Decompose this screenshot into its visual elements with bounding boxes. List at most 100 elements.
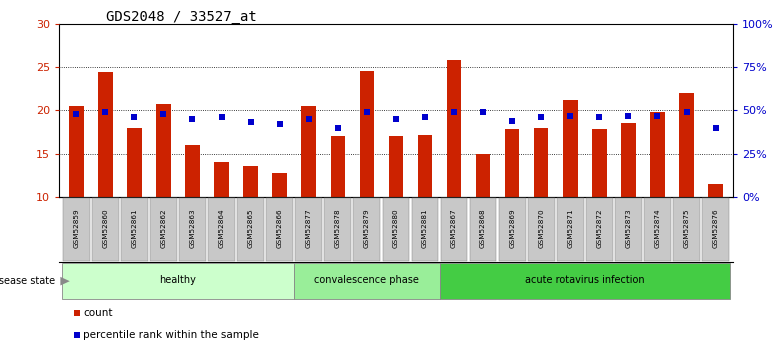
Point xyxy=(128,115,140,120)
Text: healthy: healthy xyxy=(159,275,196,285)
Bar xyxy=(534,128,549,197)
Text: GSM52872: GSM52872 xyxy=(597,208,602,248)
Bar xyxy=(331,136,345,197)
Point xyxy=(187,116,199,122)
Bar xyxy=(150,198,176,261)
Point xyxy=(289,230,301,236)
Bar xyxy=(214,162,229,197)
Bar xyxy=(592,129,607,197)
Bar xyxy=(528,198,554,261)
Bar xyxy=(440,263,730,299)
Text: GSM52874: GSM52874 xyxy=(655,208,660,248)
Text: GSM52867: GSM52867 xyxy=(451,208,457,248)
Text: GSM52869: GSM52869 xyxy=(509,208,515,248)
Point xyxy=(652,113,664,118)
Text: GSM52879: GSM52879 xyxy=(364,208,370,248)
Point xyxy=(390,116,402,122)
Point xyxy=(419,115,431,120)
Bar xyxy=(505,129,520,197)
Point xyxy=(157,111,169,117)
Bar xyxy=(563,100,578,197)
Bar xyxy=(499,198,525,261)
Bar xyxy=(121,198,147,261)
Bar xyxy=(272,172,287,197)
Point xyxy=(332,125,344,130)
Point xyxy=(448,109,460,115)
Text: GSM52878: GSM52878 xyxy=(335,208,341,248)
Bar xyxy=(302,106,316,197)
Point xyxy=(289,26,301,32)
Bar xyxy=(354,198,380,261)
Bar xyxy=(325,198,351,261)
Bar xyxy=(702,198,729,261)
Text: GSM52863: GSM52863 xyxy=(190,208,195,248)
Bar xyxy=(708,184,723,197)
Bar xyxy=(447,60,461,197)
Bar xyxy=(243,167,258,197)
Bar xyxy=(644,198,671,261)
Text: GSM52861: GSM52861 xyxy=(132,208,137,248)
Text: GSM52866: GSM52866 xyxy=(277,208,283,248)
Text: GSM52865: GSM52865 xyxy=(248,208,253,248)
Text: GSM52860: GSM52860 xyxy=(102,208,108,248)
Text: GSM52880: GSM52880 xyxy=(393,208,399,248)
Bar xyxy=(238,198,264,261)
Bar xyxy=(179,198,206,261)
Text: GSM52862: GSM52862 xyxy=(161,208,166,248)
Bar xyxy=(615,198,642,261)
Point xyxy=(535,115,547,120)
Bar xyxy=(383,198,409,261)
Point xyxy=(477,109,489,115)
Bar xyxy=(267,198,293,261)
Bar xyxy=(673,198,700,261)
Text: GSM52870: GSM52870 xyxy=(539,208,544,248)
Text: GSM52875: GSM52875 xyxy=(684,208,690,248)
Point xyxy=(710,125,722,130)
Bar xyxy=(679,93,694,197)
Text: GDS2048 / 33527_at: GDS2048 / 33527_at xyxy=(106,10,256,24)
Bar xyxy=(389,136,403,197)
Bar xyxy=(621,124,636,197)
Point xyxy=(70,111,82,117)
Bar xyxy=(586,198,613,261)
Text: GSM52876: GSM52876 xyxy=(713,208,719,248)
Bar xyxy=(156,104,171,197)
Point xyxy=(99,109,111,115)
Point xyxy=(622,113,635,118)
Point xyxy=(593,115,605,120)
Bar xyxy=(412,198,438,261)
Bar xyxy=(441,198,467,261)
Bar xyxy=(296,198,322,261)
Bar xyxy=(127,128,142,197)
Text: percentile rank within the sample: percentile rank within the sample xyxy=(83,330,260,340)
Text: GSM52871: GSM52871 xyxy=(568,208,573,248)
Point xyxy=(303,116,315,122)
Bar xyxy=(63,198,89,261)
Bar xyxy=(418,135,432,197)
Text: GSM52868: GSM52868 xyxy=(480,208,486,248)
Text: GSM52864: GSM52864 xyxy=(219,208,224,248)
Bar xyxy=(476,154,490,197)
Bar xyxy=(92,198,118,261)
Text: GSM52877: GSM52877 xyxy=(306,208,312,248)
Point xyxy=(564,113,576,118)
Bar xyxy=(470,198,496,261)
Text: acute rotavirus infection: acute rotavirus infection xyxy=(525,275,644,285)
Text: count: count xyxy=(83,308,113,318)
Point xyxy=(361,109,373,115)
Bar xyxy=(98,72,113,197)
Point xyxy=(681,109,693,115)
Point xyxy=(216,115,228,120)
Bar xyxy=(62,263,294,299)
Text: GSM52859: GSM52859 xyxy=(73,208,79,248)
Point xyxy=(274,121,286,127)
Bar xyxy=(69,106,84,197)
Bar xyxy=(294,263,440,299)
Text: GSM52881: GSM52881 xyxy=(422,208,428,248)
Bar xyxy=(360,71,374,197)
Bar xyxy=(557,198,583,261)
Bar xyxy=(650,112,665,197)
Point xyxy=(506,118,518,124)
Point xyxy=(245,120,257,125)
Text: GSM52873: GSM52873 xyxy=(626,208,631,248)
